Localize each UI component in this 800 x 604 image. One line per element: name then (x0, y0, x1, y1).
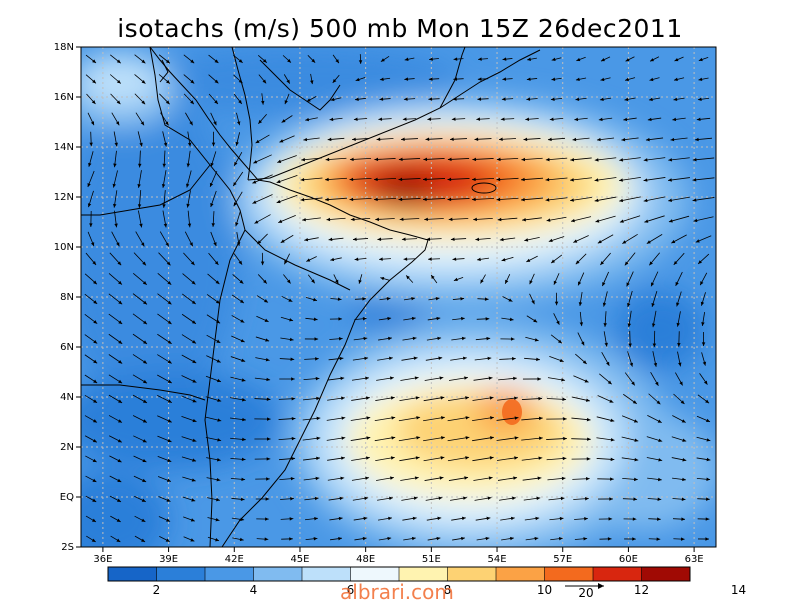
lat-label: 12N (54, 192, 74, 203)
lon-label: 60E (619, 554, 638, 565)
lat-label: 4N (60, 392, 74, 403)
colorbar-swatch (545, 567, 594, 581)
colorbar-swatch (399, 567, 448, 581)
colorbar: 24681012141618 (108, 567, 800, 597)
colorbar-label: 10 (537, 583, 552, 597)
lat-label: 2N (60, 442, 74, 453)
colorbar-swatch (593, 567, 642, 581)
colorbar-swatch (448, 567, 497, 581)
lon-label: 63E (685, 554, 704, 565)
reference-vector: 20 (565, 583, 604, 600)
lon-label: 45E (290, 554, 309, 565)
lat-label: 8N (60, 292, 74, 303)
colorbar-label: 12 (634, 583, 649, 597)
lat-label: 2S (61, 542, 74, 553)
watermark: albrari.com (340, 580, 454, 604)
reference-vector-label: 20 (578, 586, 593, 600)
lon-label: 36E (93, 554, 112, 565)
lat-label: EQ (60, 492, 74, 503)
colorbar-label: 4 (250, 583, 258, 597)
colorbar-swatch (157, 567, 206, 581)
colorbar-label: 2 (153, 583, 161, 597)
lon-label: 54E (488, 554, 507, 565)
colorbar-swatch (302, 567, 351, 581)
isotach-field (50, 45, 720, 570)
lat-label: 10N (54, 242, 74, 253)
lat-label: 18N (54, 42, 74, 53)
colorbar-swatch (642, 567, 691, 581)
lat-label: 6N (60, 342, 74, 353)
colorbar-swatch (205, 567, 254, 581)
colorbar-swatch (108, 567, 157, 581)
colorbar-swatch (254, 567, 303, 581)
lon-label: 42E (225, 554, 244, 565)
lon-label: 39E (159, 554, 178, 565)
colorbar-swatch (496, 567, 545, 581)
lon-label: 51E (422, 554, 441, 565)
colorbar-label: 14 (731, 583, 746, 597)
lat-label: 16N (54, 92, 74, 103)
lon-label: 48E (356, 554, 375, 565)
colorbar-swatch (351, 567, 400, 581)
lon-label: 57E (553, 554, 572, 565)
lat-label: 14N (54, 142, 74, 153)
